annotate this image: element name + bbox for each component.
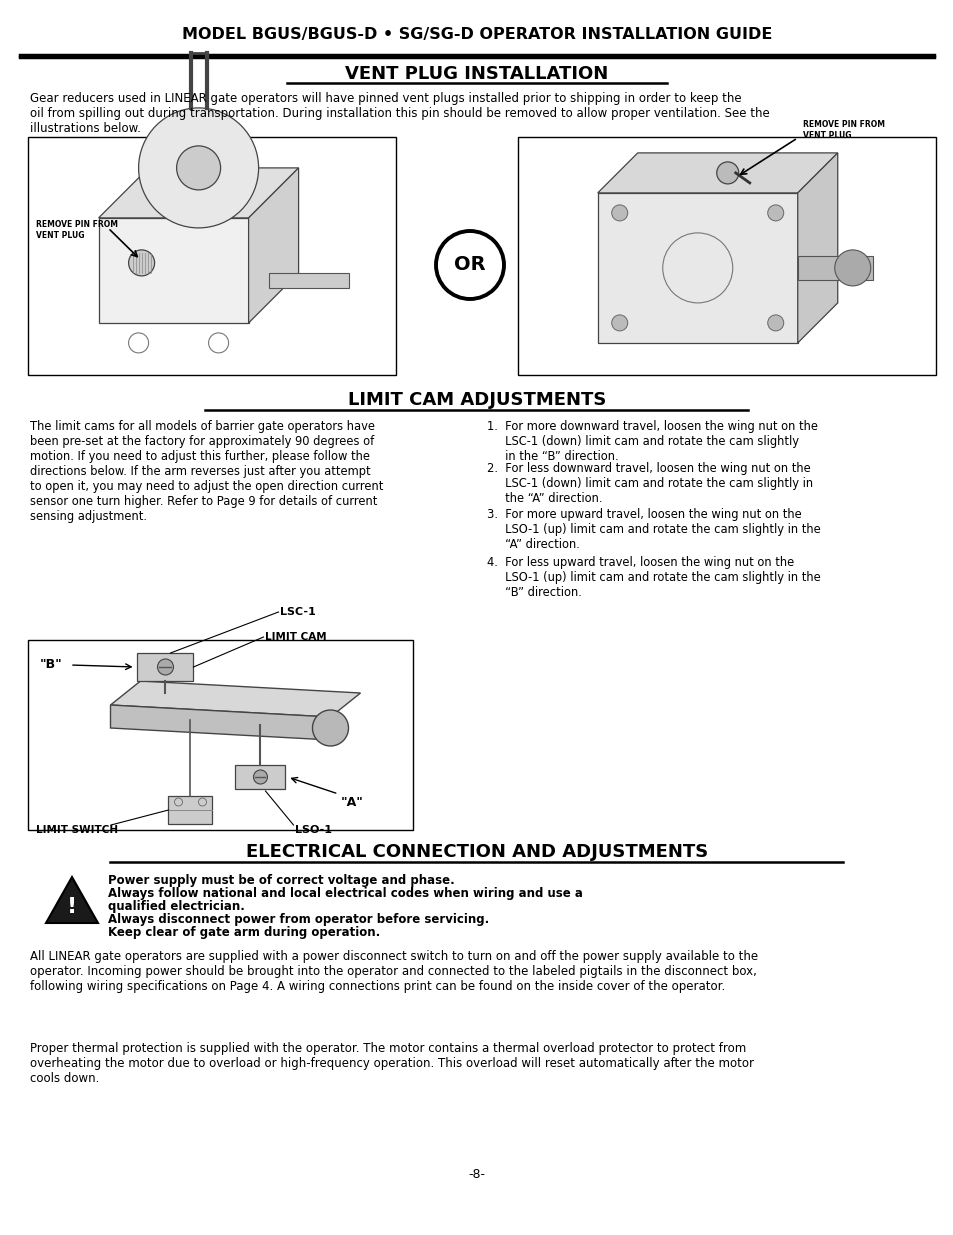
Text: LIMIT CAM: LIMIT CAM: [265, 632, 327, 642]
Text: The limit cams for all models of barrier gate operators have
been pre-set at the: The limit cams for all models of barrier…: [30, 420, 383, 522]
Text: qualified electrician.: qualified electrician.: [108, 900, 245, 913]
Circle shape: [436, 231, 503, 299]
Text: "B": "B": [40, 658, 63, 672]
Polygon shape: [98, 217, 249, 322]
Polygon shape: [598, 193, 797, 343]
Text: "A": "A": [340, 795, 363, 809]
Text: Proper thermal protection is supplied with the operator. The motor contains a th: Proper thermal protection is supplied wi…: [30, 1042, 753, 1086]
Circle shape: [253, 769, 267, 784]
Text: Always follow national and local electrical codes when wiring and use a: Always follow national and local electri…: [108, 887, 582, 900]
Polygon shape: [46, 877, 98, 923]
Text: Power supply must be of correct voltage and phase.: Power supply must be of correct voltage …: [108, 874, 455, 887]
Polygon shape: [797, 256, 872, 280]
Text: 4.  For less upward travel, loosen the wing nut on the
     LSO-1 (up) limit cam: 4. For less upward travel, loosen the wi…: [486, 556, 820, 599]
Text: Gear reducers used in LINEAR gate operators will have pinned vent plugs installe: Gear reducers used in LINEAR gate operat…: [30, 91, 769, 135]
Text: REMOVE PIN FROM
VENT PLUG: REMOVE PIN FROM VENT PLUG: [36, 220, 118, 240]
Circle shape: [157, 659, 173, 676]
Polygon shape: [269, 273, 348, 288]
Circle shape: [716, 162, 738, 184]
Circle shape: [834, 249, 870, 285]
Text: LIMIT SWITCH: LIMIT SWITCH: [36, 825, 118, 835]
Polygon shape: [111, 680, 360, 718]
Text: MODEL BGUS/BGUS-D • SG/SG-D OPERATOR INSTALLATION GUIDE: MODEL BGUS/BGUS-D • SG/SG-D OPERATOR INS…: [182, 27, 771, 42]
Polygon shape: [598, 153, 837, 193]
Polygon shape: [169, 797, 213, 824]
Circle shape: [767, 315, 783, 331]
Polygon shape: [111, 705, 330, 740]
Bar: [28, 640, 413, 830]
Text: All LINEAR gate operators are supplied with a power disconnect switch to turn on: All LINEAR gate operators are supplied w…: [30, 950, 758, 993]
Circle shape: [611, 205, 627, 221]
Circle shape: [138, 107, 258, 228]
Circle shape: [767, 205, 783, 221]
Circle shape: [313, 710, 348, 746]
Polygon shape: [797, 153, 837, 343]
Text: LIMIT CAM ADJUSTMENTS: LIMIT CAM ADJUSTMENTS: [348, 391, 605, 409]
Polygon shape: [249, 168, 298, 322]
Circle shape: [129, 249, 154, 275]
Text: !: !: [67, 897, 77, 918]
Bar: [28, 137, 395, 375]
Text: VENT PLUG INSTALLATION: VENT PLUG INSTALLATION: [345, 65, 608, 83]
Text: Keep clear of gate arm during operation.: Keep clear of gate arm during operation.: [108, 926, 380, 939]
Text: LSC-1: LSC-1: [280, 606, 315, 618]
Text: Always disconnect power from operator before servicing.: Always disconnect power from operator be…: [108, 913, 489, 926]
Text: 1.  For more downward travel, loosen the wing nut on the
     LSC-1 (down) limit: 1. For more downward travel, loosen the …: [486, 420, 817, 463]
Text: -8-: -8-: [468, 1168, 485, 1182]
Text: LSO-1: LSO-1: [295, 825, 333, 835]
Polygon shape: [235, 764, 285, 789]
Polygon shape: [137, 653, 193, 680]
Text: OR: OR: [454, 256, 485, 274]
Circle shape: [176, 146, 220, 190]
Circle shape: [611, 315, 627, 331]
Bar: [517, 137, 935, 375]
Text: 3.  For more upward travel, loosen the wing nut on the
     LSO-1 (up) limit cam: 3. For more upward travel, loosen the wi…: [486, 508, 820, 551]
Polygon shape: [98, 168, 298, 217]
Text: 2.  For less downward travel, loosen the wing nut on the
     LSC-1 (down) limit: 2. For less downward travel, loosen the …: [486, 462, 812, 505]
Text: ELECTRICAL CONNECTION AND ADJUSTMENTS: ELECTRICAL CONNECTION AND ADJUSTMENTS: [246, 844, 707, 861]
Text: REMOVE PIN FROM
VENT PLUG: REMOVE PIN FROM VENT PLUG: [801, 120, 883, 140]
